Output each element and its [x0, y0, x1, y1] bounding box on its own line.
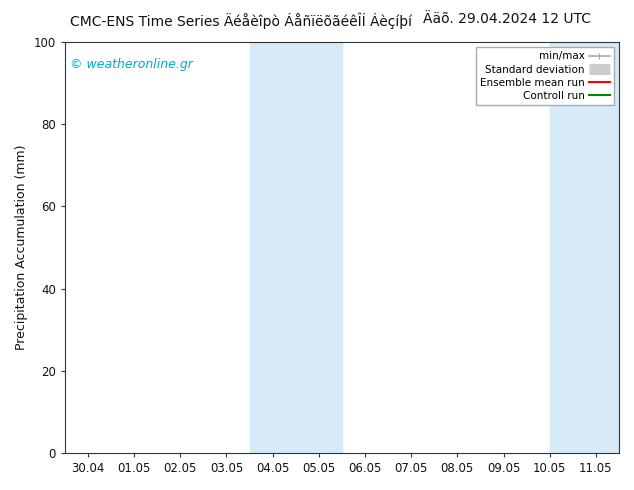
Legend: min/max, Standard deviation, Ensemble mean run, Controll run: min/max, Standard deviation, Ensemble me…	[476, 47, 614, 105]
Y-axis label: Precipitation Accumulation (mm): Precipitation Accumulation (mm)	[15, 145, 28, 350]
Text: © weatheronline.gr: © weatheronline.gr	[70, 58, 193, 72]
Text: Ääõ. 29.04.2024 12 UTC: Ääõ. 29.04.2024 12 UTC	[424, 12, 591, 26]
Bar	[250, 42, 342, 453]
Bar	[550, 42, 619, 453]
Text: CMC-ENS Time Series Äéåèîpò ÁåñïëõãéêÎÍ Áèçíþí: CMC-ENS Time Series Äéåèîpò ÁåñïëõãéêÎÍ …	[70, 12, 412, 29]
